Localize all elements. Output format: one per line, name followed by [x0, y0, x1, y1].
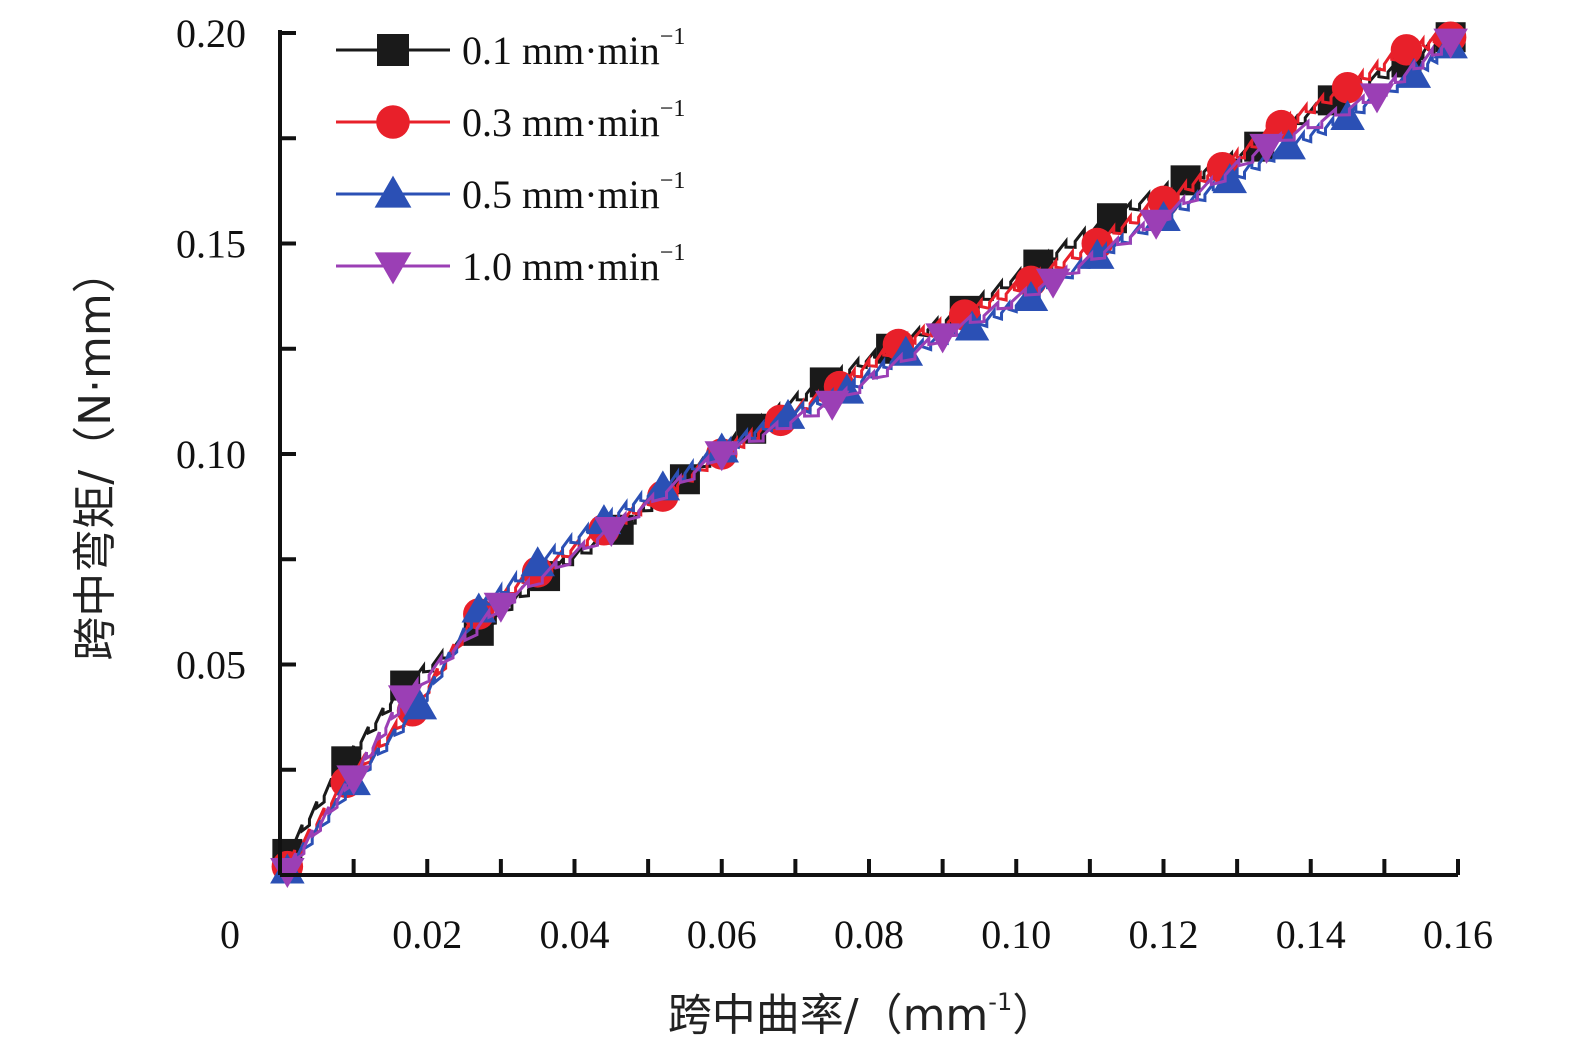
x-tick-label: 0.16	[1423, 912, 1493, 957]
x-tick-label: 0.04	[540, 912, 610, 957]
y-tick-label: 0.05	[176, 643, 246, 688]
series-layer	[270, 21, 1468, 889]
x-tick-label: 0.08	[834, 912, 904, 957]
ticks-layer: 0 0.02 0.04 0.06 0.08 0.10 0.12 0.14 0.16 0.05 0.1…	[176, 11, 1493, 957]
data-point	[1433, 28, 1468, 59]
data-point	[520, 546, 555, 577]
data-point	[1390, 34, 1423, 66]
x-tick-label: 0.06	[687, 912, 757, 957]
data-point	[1271, 129, 1306, 160]
legend-marker	[374, 252, 412, 285]
data-point	[387, 685, 423, 716]
series-line	[286, 30, 1453, 872]
data-point	[1212, 163, 1248, 194]
legend-item: 0.3 mm·min−1	[336, 96, 685, 145]
data-point	[1359, 83, 1395, 114]
data-point	[402, 689, 438, 720]
data-point	[336, 765, 371, 796]
y-tick-label: 0.20	[176, 11, 246, 56]
y-tick-label: 0.10	[176, 432, 246, 477]
data-point	[954, 310, 990, 341]
legend-label: 1.0 mm·min−1	[462, 240, 685, 289]
y-axis-title: 跨中弯矩/（N·mm）	[70, 249, 121, 660]
legend: 0.1 mm·min−1 0.3 mm·min−1 0.5 mm·min−1 1.0 …	[336, 24, 685, 289]
legend-label: 0.5 mm·min−1	[462, 168, 685, 217]
x-tick-label: 0.12	[1129, 912, 1199, 957]
legend-marker	[377, 34, 409, 66]
data-point	[1035, 268, 1071, 299]
data-point	[1079, 238, 1115, 269]
legend-label: 0.1 mm·min−1	[462, 24, 685, 73]
series-line	[286, 38, 1453, 873]
data-point	[483, 592, 519, 623]
x-tick-label: 0.02	[392, 912, 462, 957]
data-point	[704, 441, 739, 472]
legend-marker	[376, 105, 410, 139]
legend-item: 1.0 mm·min−1	[336, 240, 685, 289]
legend-item: 0.1 mm·min−1	[336, 24, 685, 73]
data-point	[770, 398, 806, 429]
series-3	[270, 28, 1468, 884]
x-tick-label: 0.10	[981, 912, 1051, 957]
legend-label: 0.3 mm·min−1	[462, 96, 685, 145]
x-axis-title: 跨中曲率/（mm-1）	[668, 988, 1056, 1041]
data-point	[925, 323, 960, 354]
legend-marker	[374, 175, 412, 208]
data-point	[594, 517, 629, 548]
data-point	[1249, 133, 1284, 164]
legend-item: 0.5 mm·min−1	[336, 168, 685, 217]
data-point	[814, 390, 850, 421]
data-point	[1331, 71, 1364, 104]
y-tick-label: 0.15	[176, 222, 246, 267]
data-point	[1138, 209, 1174, 240]
x-tick-label: 0.14	[1276, 912, 1346, 957]
x-tick-label: 0	[220, 912, 240, 957]
